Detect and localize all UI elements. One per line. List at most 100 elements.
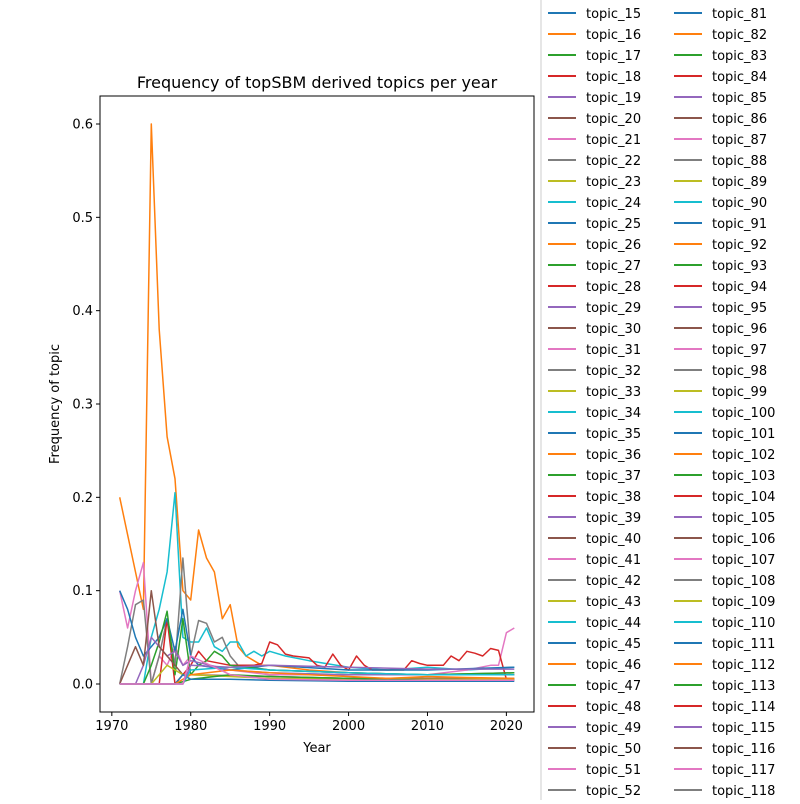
legend-label: topic_111 [712,637,775,652]
legend-label: topic_24 [586,196,641,211]
y-axis-ticks: 0.0 0.1 0.2 0.3 0.4 0.5 0.6 [72,118,100,693]
chart-title: Frequency of topSBM derived topics per y… [137,73,498,92]
legend-label: topic_41 [586,553,641,568]
legend-label: topic_28 [586,280,641,295]
legend-label: topic_25 [586,217,641,232]
y-tick-label: 0.3 [72,398,93,413]
legend-label: topic_101 [712,427,775,442]
legend-label: topic_45 [586,637,641,652]
y-tick-label: 0.0 [72,678,93,693]
legend-label: topic_23 [586,175,641,190]
series-line-6 [119,590,515,671]
legend-label: topic_107 [712,553,775,568]
legend-label: topic_31 [586,343,641,358]
legend-label: topic_113 [712,679,775,694]
legend-label: topic_37 [586,469,641,484]
legend-label: topic_26 [586,238,641,253]
legend-label: topic_93 [712,259,767,274]
legend-label: topic_116 [712,742,775,757]
legend-label: topic_104 [712,490,775,505]
legend-label: topic_105 [712,511,775,526]
legend-label: topic_33 [586,385,641,400]
legend-label: topic_19 [586,91,641,106]
legend-label: topic_83 [712,49,767,64]
x-tick-label: 1980 [174,719,207,734]
legend-label: topic_43 [586,595,641,610]
legend-label: topic_51 [586,763,641,778]
legend-label: topic_100 [712,406,775,421]
x-tick-label: 2010 [411,719,444,734]
legend-label: topic_16 [586,28,641,43]
legend-label: topic_48 [586,700,641,715]
legend-label: topic_86 [712,112,767,127]
legend-label: topic_36 [586,448,641,463]
legend-label: topic_109 [712,595,775,610]
y-tick-label: 0.4 [72,304,93,319]
legend-label: topic_91 [712,217,767,232]
legend-label: topic_90 [712,196,767,211]
legend-label: topic_92 [712,238,767,253]
legend-label: topic_39 [586,511,641,526]
legend-label: topic_15 [586,7,641,22]
legend-label: topic_47 [586,679,641,694]
legend-label: topic_88 [712,154,767,169]
y-tick-label: 0.6 [72,118,93,133]
legend-label: topic_17 [586,49,641,64]
legend: topic_15 topic_16 topic_17 topic_18 topic_19… [540,0,800,804]
legend-label: topic_115 [712,721,775,736]
legend-label: topic_20 [586,112,641,127]
legend-label: topic_84 [712,70,767,85]
legend-label: topic_94 [712,280,767,295]
x-axis-ticks: 1970 1980 1990 2000 2010 2020 [95,712,523,734]
y-tick-label: 0.2 [72,491,93,506]
legend-label: topic_96 [712,322,767,337]
series-line-16 [119,655,515,685]
x-axis-label: Year [302,741,331,756]
y-tick-label: 0.1 [72,584,93,599]
legend-label: topic_52 [586,784,641,799]
legend-label: topic_95 [712,301,767,316]
legend-label: topic_44 [586,616,641,631]
legend-label: topic_110 [712,616,775,631]
x-tick-label: 2020 [490,719,523,734]
legend-label: topic_112 [712,658,775,673]
y-tick-label: 0.5 [72,211,93,226]
series-line-1 [118,123,515,676]
series-line-2 [119,491,515,685]
legend-label: topic_97 [712,343,767,358]
legend-label: topic_114 [712,700,775,715]
legend-frame [540,0,800,804]
legend-label: topic_49 [586,721,641,736]
legend-label: topic_102 [712,448,775,463]
legend-label: topic_30 [586,322,641,337]
y-axis-label: Frequency of topic [48,344,63,464]
legend-label: topic_89 [712,175,767,190]
legend-label: topic_22 [586,154,641,169]
legend-label: topic_108 [712,574,775,589]
legend-label: topic_85 [712,91,767,106]
legend-label: topic_106 [712,532,775,547]
legend-label: topic_98 [712,364,767,379]
legend-label: topic_34 [586,406,641,421]
legend-label: topic_103 [712,469,775,484]
legend-label: topic_50 [586,742,641,757]
x-tick-label: 1990 [253,719,286,734]
legend-label: topic_29 [586,301,641,316]
legend-label: topic_18 [586,70,641,85]
legend-label: topic_81 [712,7,767,22]
legend-label: topic_27 [586,259,641,274]
legend-label: topic_35 [586,427,641,442]
legend-label: topic_40 [586,532,641,547]
x-tick-label: 2000 [332,719,365,734]
series-line-8 [119,636,515,685]
legend-label: topic_21 [586,133,641,148]
legend-label: topic_99 [712,385,767,400]
legend-label: topic_42 [586,574,641,589]
series-line-12 [119,673,515,685]
legend-label: topic_82 [712,28,767,43]
legend-label: topic_118 [712,784,775,799]
legend-label: topic_117 [712,763,775,778]
series-lines [118,123,515,685]
